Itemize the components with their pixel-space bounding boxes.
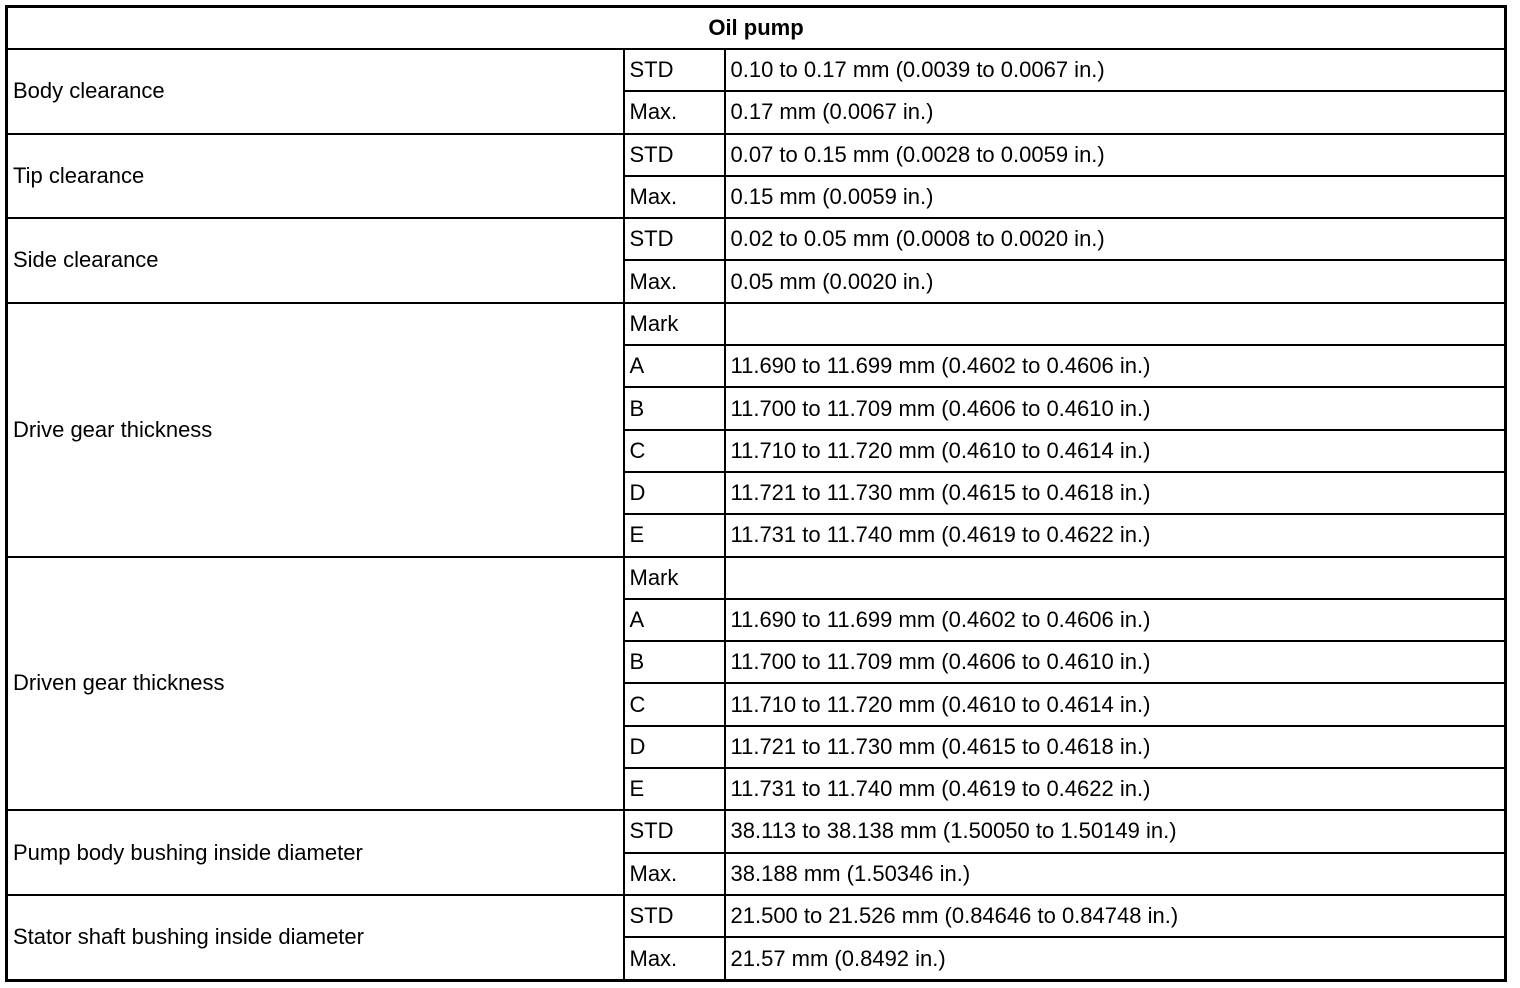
table-row: Side clearance STD 0.02 to 0.05 mm (0.0008…	[5, 217, 1507, 304]
spec-value: 11.721 to 11.730 mm (0.4615 to 0.4618 in…	[723, 724, 1507, 770]
oil-pump-spec-table: Oil pump Body clearance STD 0.10 to 0.17 m…	[5, 5, 1507, 982]
spec-key: STD	[622, 132, 726, 177]
table-row: Max. 0.05 mm (0.0020 in.)	[7, 259, 1507, 304]
spec-key: Max.	[622, 936, 726, 982]
spec-key: STD	[622, 217, 726, 262]
spec-value: 0.10 to 0.17 mm (0.0039 to 0.0067 in.)	[723, 47, 1507, 93]
table-row: Driven gear thickness Mark	[5, 555, 1507, 812]
spec-key: Max.	[622, 174, 726, 220]
table-row: Drive gear thickness Mark	[5, 301, 1507, 558]
table-row: Max. 0.17 mm (0.0067 in.)	[7, 90, 1507, 135]
item-label: Side clearance	[5, 217, 625, 304]
spec-value: 11.731 to 11.740 mm (0.4619 to 0.4622 in…	[723, 767, 1507, 812]
spec-value: 38.113 to 38.138 mm (1.50050 to 1.50149 …	[723, 809, 1507, 854]
table-row: Pump body bushing inside diameter STD 38.1…	[5, 809, 1507, 896]
table-body: Body clearance STD 0.10 to 0.17 mm (0.0039…	[5, 47, 1507, 982]
table-header-row: Oil pump	[5, 5, 1507, 50]
table-row: E 11.731 to 11.740 mm (0.4619 to 0.4622 i…	[7, 767, 1507, 812]
table-row: D 11.721 to 11.730 mm (0.4615 to 0.4618 i…	[7, 470, 1507, 516]
spec-key: B	[622, 386, 726, 431]
table-row: Body clearance STD 0.10 to 0.17 mm (0.0039…	[5, 47, 1507, 135]
spec-key: Mark	[622, 555, 726, 600]
spec-key: STD	[622, 893, 726, 939]
table-row: A 11.690 to 11.699 mm (0.4602 to 0.4606 i…	[7, 597, 1507, 643]
spec-value: 11.710 to 11.720 mm (0.4610 to 0.4614 in…	[723, 682, 1507, 727]
item-label: Driven gear thickness	[5, 555, 625, 812]
item-label: Stator shaft bushing inside diameter	[5, 893, 625, 982]
spec-key: C	[622, 682, 726, 727]
table-row: Max. 21.57 mm (0.8492 in.)	[7, 936, 1507, 982]
spec-value: 0.17 mm (0.0067 in.)	[723, 90, 1507, 135]
spec-value: 11.700 to 11.709 mm (0.4606 to 0.4610 in…	[723, 386, 1507, 431]
table-row: Stator shaft bushing inside diameter STD 2…	[5, 893, 1507, 982]
table-row: Tip clearance STD 0.07 to 0.15 mm (0.0028 …	[5, 132, 1507, 220]
spec-value: 11.690 to 11.699 mm (0.4602 to 0.4606 in…	[723, 597, 1507, 643]
spec-key: Mark	[622, 301, 726, 347]
spec-key: STD	[622, 47, 726, 93]
spec-value	[723, 555, 1507, 600]
spec-value: 0.07 to 0.15 mm (0.0028 to 0.0059 in.)	[723, 132, 1507, 177]
spec-value: 11.710 to 11.720 mm (0.4610 to 0.4614 in…	[723, 428, 1507, 473]
spec-value: 21.57 mm (0.8492 in.)	[723, 936, 1507, 982]
spec-value: 11.731 to 11.740 mm (0.4619 to 0.4622 in…	[723, 513, 1507, 558]
spec-value: 0.02 to 0.05 mm (0.0008 to 0.0020 in.)	[723, 217, 1507, 262]
table-row: Max. 38.188 mm (1.50346 in.)	[7, 851, 1507, 896]
table-row: A 11.690 to 11.699 mm (0.4602 to 0.4606 i…	[7, 344, 1507, 389]
spec-value: 11.690 to 11.699 mm (0.4602 to 0.4606 in…	[723, 344, 1507, 389]
spec-value: 11.721 to 11.730 mm (0.4615 to 0.4618 in…	[723, 470, 1507, 516]
spec-key: E	[622, 767, 726, 812]
table-row: E 11.731 to 11.740 mm (0.4619 to 0.4622 i…	[7, 513, 1507, 558]
spec-value	[723, 301, 1507, 347]
spec-key: Max.	[622, 259, 726, 304]
item-label: Drive gear thickness	[5, 301, 625, 558]
spec-key: D	[622, 724, 726, 770]
spec-key: Max.	[622, 851, 726, 896]
table-row: D 11.721 to 11.730 mm (0.4615 to 0.4618 i…	[7, 724, 1507, 770]
spec-key: C	[622, 428, 726, 473]
spec-key: STD	[622, 809, 726, 854]
spec-key: D	[622, 470, 726, 516]
table-title: Oil pump	[5, 5, 1507, 50]
spec-key: Max.	[622, 90, 726, 135]
spec-value: 38.188 mm (1.50346 in.)	[723, 851, 1507, 896]
table-row: C 11.710 to 11.720 mm (0.4610 to 0.4614 i…	[7, 428, 1507, 473]
table-row: B 11.700 to 11.709 mm (0.4606 to 0.4610 i…	[7, 640, 1507, 685]
spec-key: A	[622, 597, 726, 643]
spec-value: 0.05 mm (0.0020 in.)	[723, 259, 1507, 304]
spec-key: E	[622, 513, 726, 558]
spec-key: B	[622, 640, 726, 685]
item-label: Tip clearance	[5, 132, 625, 220]
item-label: Pump body bushing inside diameter	[5, 809, 625, 896]
table-row: B 11.700 to 11.709 mm (0.4606 to 0.4610 i…	[7, 386, 1507, 431]
spec-value: 21.500 to 21.526 mm (0.84646 to 0.84748 …	[723, 893, 1507, 939]
spec-value: 11.700 to 11.709 mm (0.4606 to 0.4610 in…	[723, 640, 1507, 685]
spec-value: 0.15 mm (0.0059 in.)	[723, 174, 1507, 220]
table-row: Max. 0.15 mm (0.0059 in.)	[7, 174, 1507, 220]
spec-key: A	[622, 344, 726, 389]
table-row: C 11.710 to 11.720 mm (0.4610 to 0.4614 i…	[7, 682, 1507, 727]
item-label: Body clearance	[5, 48, 625, 135]
